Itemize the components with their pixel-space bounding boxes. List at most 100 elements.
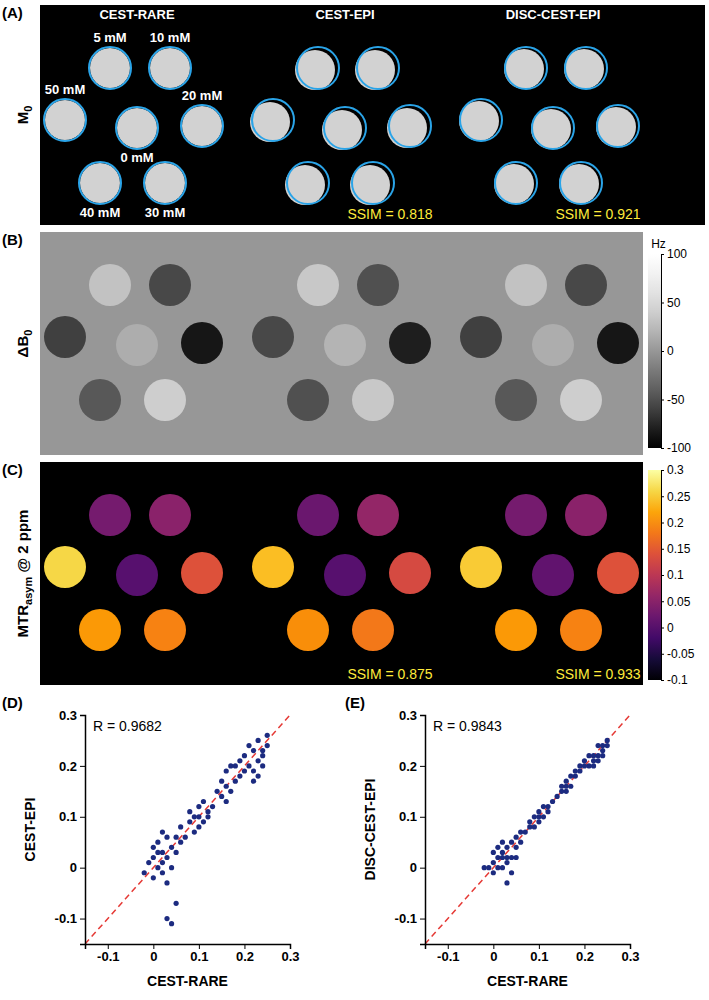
point xyxy=(251,748,256,753)
point xyxy=(532,814,537,819)
vial xyxy=(144,609,186,651)
vial xyxy=(89,494,131,536)
colorbar xyxy=(648,254,661,448)
tick-label: 0.3 xyxy=(621,949,639,964)
point xyxy=(568,773,573,778)
point xyxy=(514,845,519,850)
point xyxy=(514,855,519,860)
vial-label: 20 mM xyxy=(182,88,222,103)
point xyxy=(251,768,256,773)
tick-label: 0.25 xyxy=(667,490,691,504)
vials xyxy=(44,47,639,205)
point xyxy=(582,758,587,763)
panel-letter: (D) xyxy=(2,694,23,711)
point xyxy=(586,763,591,768)
column-title: CEST-EPI xyxy=(315,7,374,22)
vial xyxy=(324,554,366,596)
y-axis: -0.100.10.20.3 xyxy=(395,708,426,945)
tick-label: 0.1 xyxy=(667,568,684,582)
panel-letter: (A) xyxy=(2,4,23,21)
point xyxy=(596,753,601,758)
point xyxy=(256,738,261,743)
tick-label: 0.15 xyxy=(667,542,691,556)
vial xyxy=(149,264,191,306)
point xyxy=(196,814,201,819)
point xyxy=(219,794,224,799)
vial xyxy=(181,322,223,364)
point xyxy=(169,921,174,926)
vial-outline xyxy=(460,99,502,141)
tick-label: 0.1 xyxy=(59,809,77,824)
row-label-part: M xyxy=(14,112,31,125)
vial-label: 50 mM xyxy=(45,82,85,97)
point xyxy=(577,768,582,773)
tick: 0 xyxy=(410,860,425,875)
point xyxy=(518,829,523,834)
tick: 0.2 xyxy=(399,759,425,774)
tick: -0.1 xyxy=(437,944,459,964)
point xyxy=(591,758,596,763)
point xyxy=(215,789,220,794)
vial xyxy=(182,106,222,146)
vial xyxy=(597,322,639,364)
point xyxy=(169,845,174,850)
point xyxy=(224,799,229,804)
vial xyxy=(352,609,394,651)
row-label: MTRasym @ 2 ppm xyxy=(14,510,34,638)
row-label: M0 xyxy=(14,106,34,125)
point xyxy=(504,845,509,850)
point xyxy=(605,738,610,743)
point xyxy=(183,835,188,840)
point xyxy=(155,850,160,855)
point xyxy=(550,799,555,804)
annotation: SSIM = 0.818 xyxy=(347,206,432,222)
point xyxy=(251,779,256,784)
point xyxy=(600,743,605,748)
tick-mark xyxy=(420,919,425,920)
point xyxy=(196,804,201,809)
vial xyxy=(90,48,130,88)
vial-label: 30 mM xyxy=(145,205,185,220)
point xyxy=(509,855,514,860)
tick-mark xyxy=(661,575,664,576)
point xyxy=(491,870,496,875)
vial xyxy=(116,554,158,596)
point xyxy=(205,809,210,814)
x-axis: -0.100.10.20.3 xyxy=(86,944,300,964)
point xyxy=(564,789,569,794)
vial xyxy=(80,163,120,203)
vial xyxy=(287,609,329,651)
point xyxy=(219,779,224,784)
point xyxy=(265,743,270,748)
point xyxy=(192,814,197,819)
column-title: DISC-CEST-EPI xyxy=(506,7,601,22)
point xyxy=(527,824,532,829)
point xyxy=(155,840,160,845)
tick-label: 50 xyxy=(667,296,681,310)
colorbar-title: Hz xyxy=(651,237,666,251)
row-label-part: @ 2 ppm xyxy=(14,510,31,577)
tick: 0 xyxy=(70,860,85,875)
vial-label: 40 mM xyxy=(80,205,120,220)
tick-label: -0.1 xyxy=(97,949,119,964)
vial-label: 0 mM xyxy=(120,150,153,165)
point xyxy=(536,809,541,814)
vial-outline xyxy=(560,162,602,204)
vial xyxy=(357,494,399,536)
vial xyxy=(117,108,157,148)
vial xyxy=(352,379,394,421)
point xyxy=(596,758,601,763)
point xyxy=(256,758,261,763)
vial xyxy=(560,379,602,421)
point xyxy=(596,743,601,748)
tick: 0 xyxy=(661,621,674,635)
annotation: R = 0.9843 xyxy=(433,718,502,734)
vial-outline xyxy=(565,47,607,89)
point xyxy=(256,773,261,778)
point xyxy=(164,880,169,885)
tick-label: 0.2 xyxy=(236,949,254,964)
vial xyxy=(505,264,547,306)
x-axis-title: CEST-RARE xyxy=(147,973,228,989)
point xyxy=(242,753,247,758)
tick-label: 0.1 xyxy=(530,949,548,964)
